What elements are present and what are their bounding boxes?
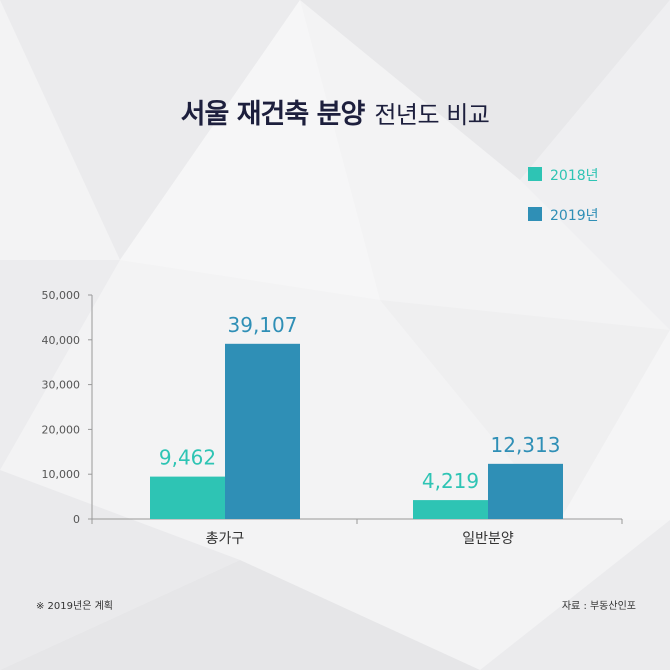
y-tick-label: 50,000 (42, 289, 81, 302)
bar-2018-1 (413, 500, 488, 519)
footnote-plan: ※ 2019년은 계획 (36, 601, 113, 612)
y-tick-label: 30,000 (42, 379, 81, 392)
footnote-source: 자료 : 부동산인포 (561, 601, 636, 612)
bar-value-label: 12,313 (491, 433, 561, 457)
legend-label-2018: 2018년 (550, 168, 599, 184)
legend-swatch-2018 (528, 167, 542, 181)
bar-2019-1 (488, 463, 563, 519)
bar-value-label: 4,219 (422, 469, 479, 493)
legend-swatch-2019 (528, 207, 542, 221)
y-tick-label: 10,000 (42, 468, 81, 481)
y-tick-label: 0 (73, 513, 80, 526)
bar-2018-0 (150, 476, 225, 519)
x-category-label: 총가구 (206, 531, 245, 547)
bar-2019-0 (225, 343, 300, 519)
page-title: 서울 재건축 분양 전년도 비교 (0, 92, 670, 131)
bar-value-label: 39,107 (228, 313, 298, 337)
legend-label-2019: 2019년 (550, 208, 599, 224)
y-tick-label: 20,000 (42, 423, 81, 436)
x-category-label: 일반분양 (462, 531, 514, 547)
title-light: 전년도 비교 (374, 101, 490, 129)
title-bold: 서울 재건축 분양 (180, 99, 366, 130)
bar-value-label: 9,462 (159, 446, 216, 470)
y-tick-label: 40,000 (42, 334, 81, 347)
